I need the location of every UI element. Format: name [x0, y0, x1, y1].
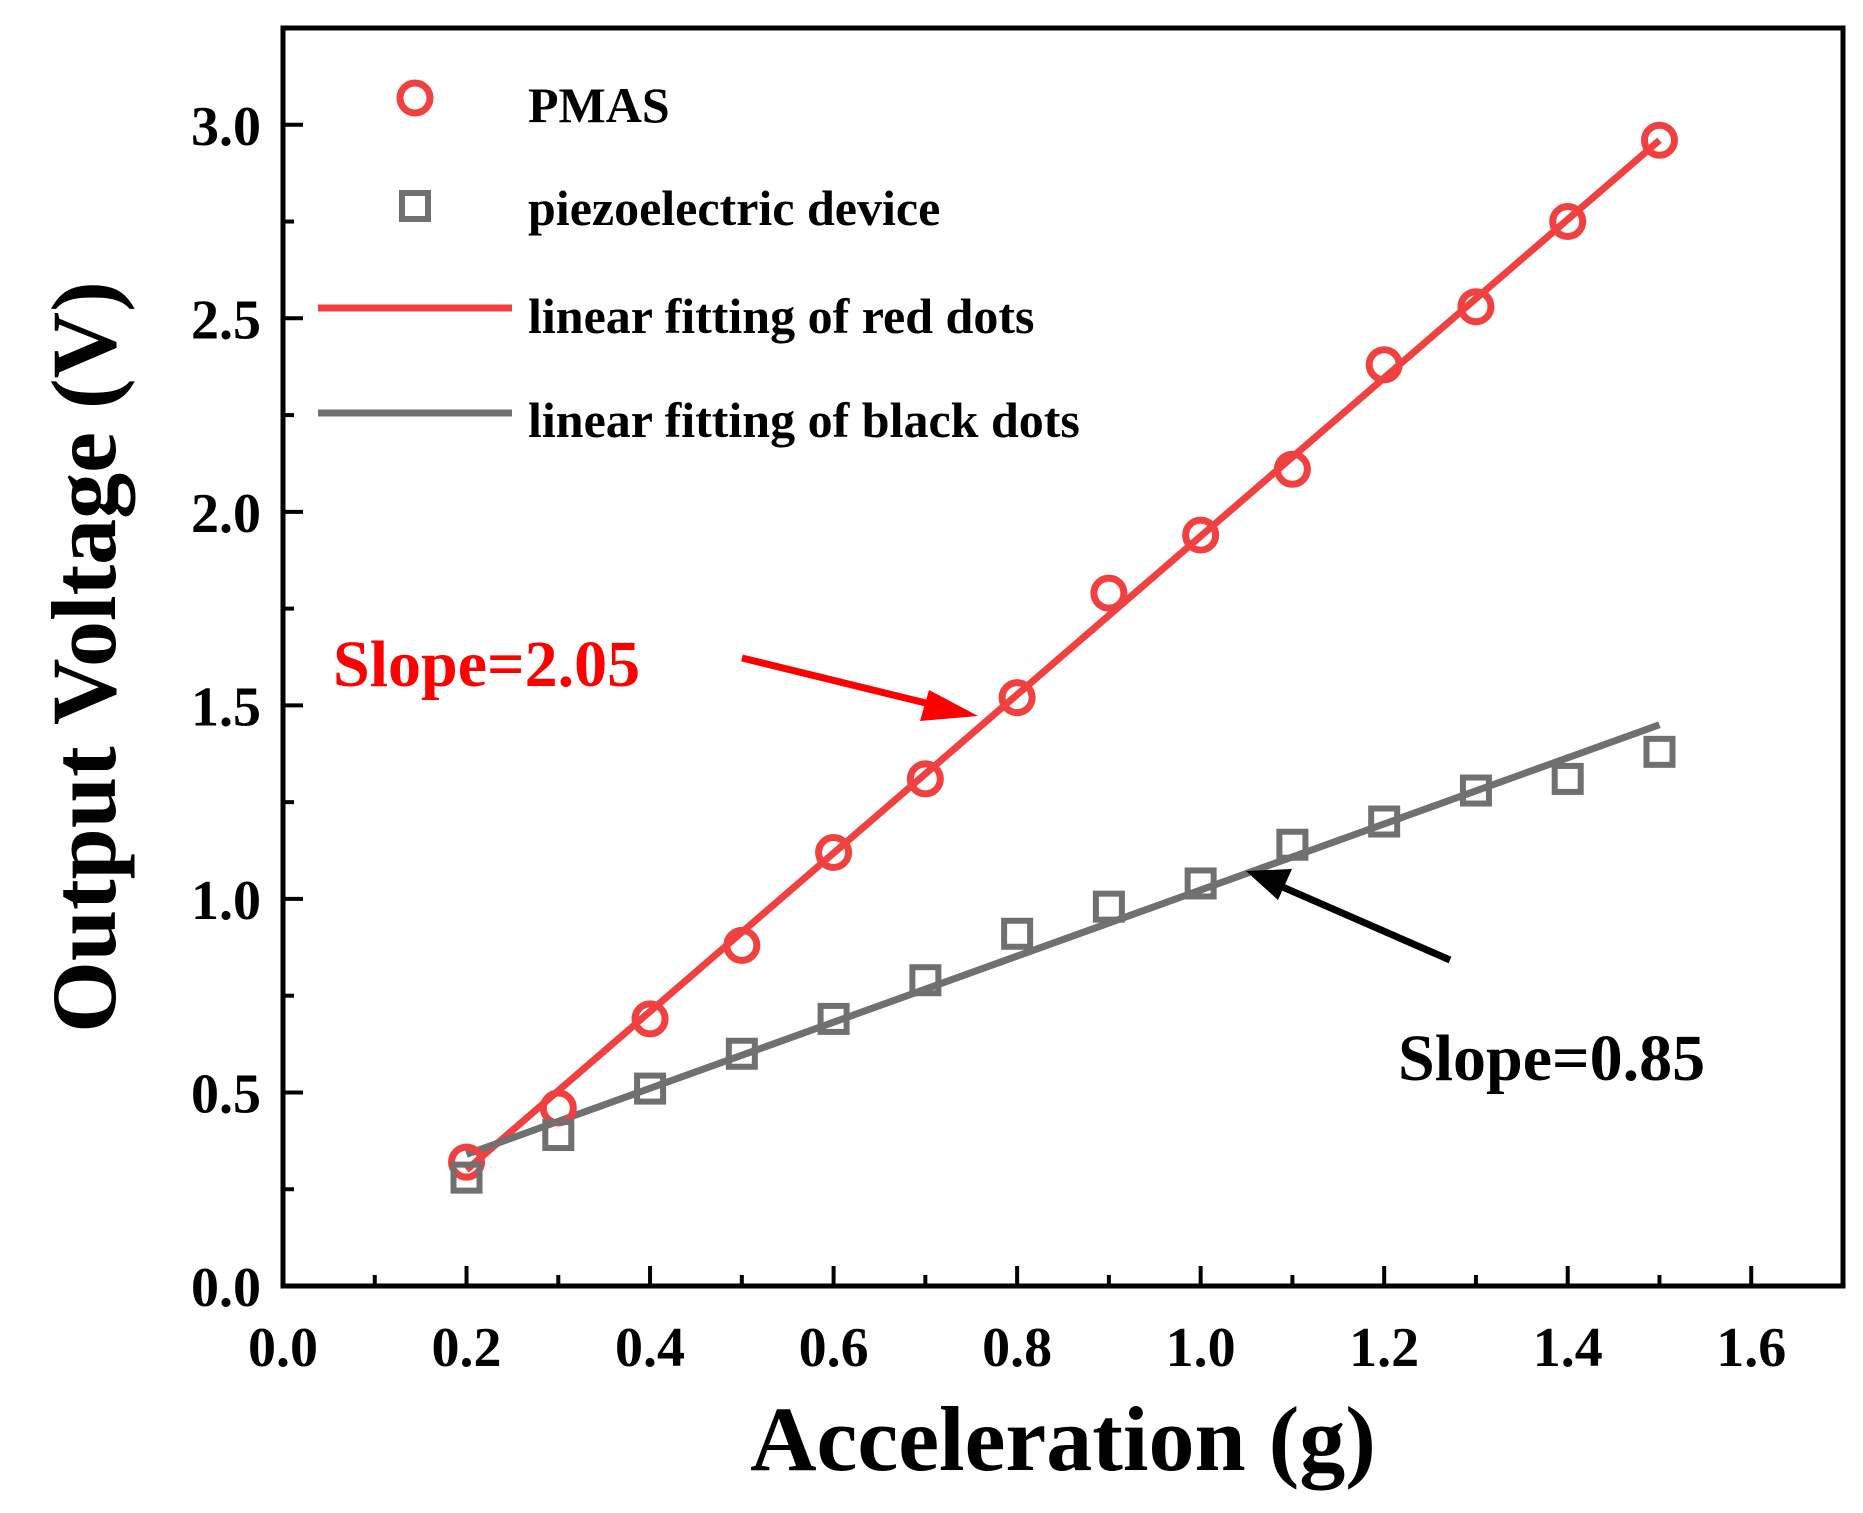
y-tick-label: 0.0: [191, 1257, 261, 1319]
piezo-point: [1368, 805, 1401, 838]
pmas-point: [723, 926, 761, 964]
y-tick-label: 2.0: [191, 483, 261, 545]
piezo-point: [542, 1119, 575, 1152]
piezo-point: [1643, 735, 1676, 768]
legend-label-red-fit: linear fitting of red dots: [528, 288, 1034, 344]
pmas-point: [631, 1000, 669, 1038]
x-tick-label: 0.8: [982, 1317, 1052, 1379]
x-tick-label: 1.0: [1166, 1317, 1236, 1379]
pmas-point: [815, 833, 853, 871]
piezo-point: [909, 964, 942, 997]
x-axis-ticks: 0.0 0.2 0.4 0.6 0.8 1.0 1.2 1.4 1.6: [248, 1266, 1786, 1379]
x-tick-label: 1.6: [1716, 1317, 1786, 1379]
y-axis-title: Output Voltage (V): [33, 281, 135, 1032]
x-tick-label: 1.2: [1349, 1317, 1419, 1379]
y-tick-label: 0.5: [191, 1063, 261, 1125]
legend-label-black-fit: linear fitting of black dots: [528, 392, 1080, 448]
pmas-point: [1640, 121, 1678, 159]
annotation-black-slope: Slope=0.85: [1398, 1022, 1705, 1095]
annotation-red-arrow: [741, 654, 978, 721]
piezo-point: [634, 1072, 667, 1105]
legend-label-piezoelectric: piezoelectric device: [528, 180, 940, 236]
data-markers: [448, 121, 1678, 1194]
pmas-point: [1182, 516, 1220, 554]
pmas-point: [1365, 346, 1403, 384]
piezo-point: [1276, 828, 1309, 861]
x-tick-label: 0.6: [799, 1317, 869, 1379]
piezo-point: [725, 1037, 758, 1070]
legend-square-marker: [399, 190, 431, 222]
piezo-point: [1092, 890, 1125, 923]
pmas-point: [1457, 288, 1495, 326]
pmas-point: [1090, 574, 1128, 612]
y-axis-ticks: 0.0 0.5 1.0 1.5 2.0 2.5 3.0: [191, 96, 303, 1319]
legend: PMAS piezoelectric device linear fitting…: [318, 77, 1080, 448]
x-tick-label: 0.2: [432, 1317, 502, 1379]
x-tick-label: 0.4: [615, 1317, 685, 1379]
x-tick-label: 0.0: [248, 1317, 318, 1379]
pmas-point: [906, 760, 944, 798]
x-axis-title: Acceleration (g): [750, 1388, 1376, 1490]
piezo-point: [450, 1161, 483, 1194]
piezo-point: [817, 1002, 850, 1035]
legend-circle-marker: [396, 79, 434, 117]
pmas-point: [1549, 203, 1587, 241]
x-tick-label: 1.4: [1533, 1317, 1603, 1379]
y-tick-label: 1.5: [191, 676, 261, 738]
piezo-point: [1184, 867, 1217, 900]
pmas-point: [998, 679, 1036, 717]
piezo-point: [1459, 774, 1492, 807]
pmas-point: [1273, 450, 1311, 488]
y-tick-label: 2.5: [191, 289, 261, 351]
y-tick-label: 3.0: [191, 96, 261, 158]
piezo-point: [1551, 762, 1584, 795]
legend-label-pmas: PMAS: [528, 77, 670, 133]
y-tick-label: 1.0: [191, 870, 261, 932]
annotation-red-slope: Slope=2.05: [333, 628, 640, 701]
piezo-point: [1001, 917, 1034, 950]
annotation-black-arrow: [1246, 869, 1452, 964]
plot-frame: [280, 25, 1846, 1289]
